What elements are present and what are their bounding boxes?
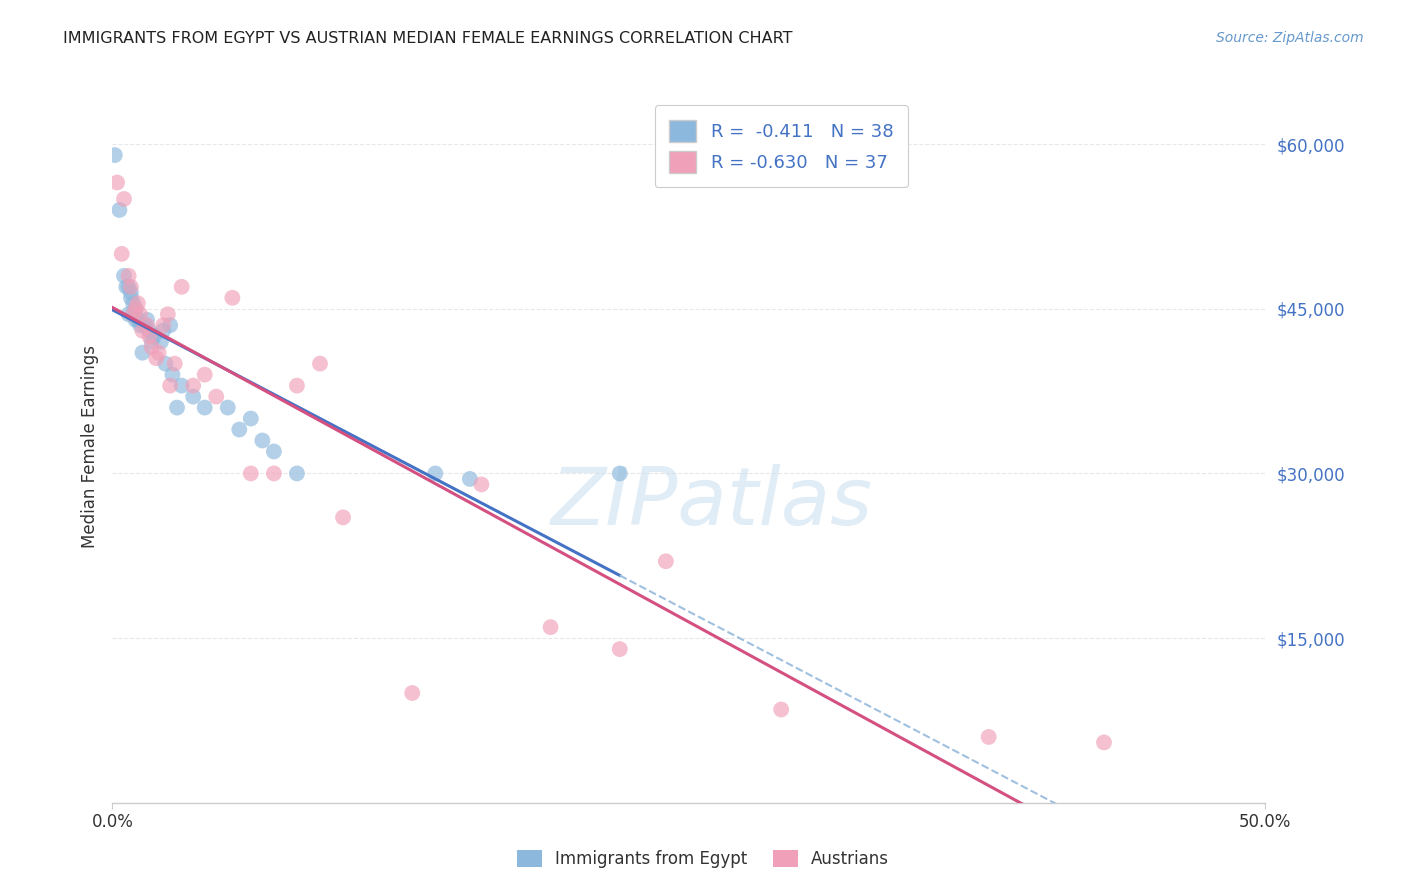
Point <box>131 324 153 338</box>
Point <box>122 296 145 310</box>
Point <box>228 423 250 437</box>
Point <box>149 334 172 349</box>
Point <box>155 357 177 371</box>
Point <box>131 345 153 359</box>
Point <box>120 285 142 300</box>
Point <box>221 291 243 305</box>
Point <box>152 318 174 333</box>
Point <box>263 444 285 458</box>
Point <box>332 510 354 524</box>
Point <box>136 318 159 333</box>
Point <box>163 357 186 371</box>
Point <box>145 351 167 366</box>
Point <box>166 401 188 415</box>
Point <box>141 340 163 354</box>
Point <box>148 345 170 359</box>
Point <box>239 467 262 481</box>
Legend: R =  -0.411   N = 38, R = -0.630   N = 37: R = -0.411 N = 38, R = -0.630 N = 37 <box>655 105 908 187</box>
Point <box>425 467 447 481</box>
Point <box>120 280 142 294</box>
Point <box>120 291 142 305</box>
Point <box>285 467 308 481</box>
Point <box>263 467 285 481</box>
Point <box>205 390 228 404</box>
Point <box>655 554 678 568</box>
Point <box>170 378 193 392</box>
Point <box>152 324 174 338</box>
Point <box>111 247 134 261</box>
Point <box>138 324 160 338</box>
Point <box>124 312 146 326</box>
Point <box>252 434 274 448</box>
Point <box>285 378 308 392</box>
Point <box>129 307 152 321</box>
Point <box>124 301 146 316</box>
Point <box>217 401 239 415</box>
Point <box>181 390 204 404</box>
Point <box>112 192 135 206</box>
Point <box>977 730 1000 744</box>
Point <box>401 686 423 700</box>
Point <box>138 329 160 343</box>
Point <box>1092 735 1115 749</box>
Point <box>159 318 181 333</box>
Point <box>115 280 138 294</box>
Text: IMMIGRANTS FROM EGYPT VS AUSTRIAN MEDIAN FEMALE EARNINGS CORRELATION CHART: IMMIGRANTS FROM EGYPT VS AUSTRIAN MEDIAN… <box>63 31 793 46</box>
Point <box>162 368 184 382</box>
Point <box>194 368 217 382</box>
Point <box>117 268 139 283</box>
Point <box>136 312 159 326</box>
Point <box>309 357 332 371</box>
Point <box>124 301 146 316</box>
Point <box>159 378 181 392</box>
Point <box>117 280 139 294</box>
Point <box>127 312 149 326</box>
Point <box>127 296 149 310</box>
Point <box>105 176 128 190</box>
Point <box>609 467 631 481</box>
Point <box>609 642 631 657</box>
Point <box>141 334 163 349</box>
Point <box>108 202 131 217</box>
Point <box>770 702 793 716</box>
Point <box>156 307 179 321</box>
Point <box>122 307 145 321</box>
Legend: Immigrants from Egypt, Austrians: Immigrants from Egypt, Austrians <box>510 843 896 875</box>
Point <box>117 307 139 321</box>
Point <box>540 620 562 634</box>
Point <box>143 329 166 343</box>
Text: ZIPatlas: ZIPatlas <box>551 464 873 542</box>
Point <box>134 318 156 333</box>
Point <box>239 411 262 425</box>
Point <box>129 318 152 333</box>
Point <box>194 401 217 415</box>
Point <box>458 472 481 486</box>
Point <box>470 477 492 491</box>
Text: Source: ZipAtlas.com: Source: ZipAtlas.com <box>1216 31 1364 45</box>
Point <box>104 148 127 162</box>
Point <box>170 280 193 294</box>
Point <box>181 378 204 392</box>
Point <box>112 268 135 283</box>
Y-axis label: Median Female Earnings: Median Female Earnings <box>80 344 98 548</box>
Point <box>122 307 145 321</box>
